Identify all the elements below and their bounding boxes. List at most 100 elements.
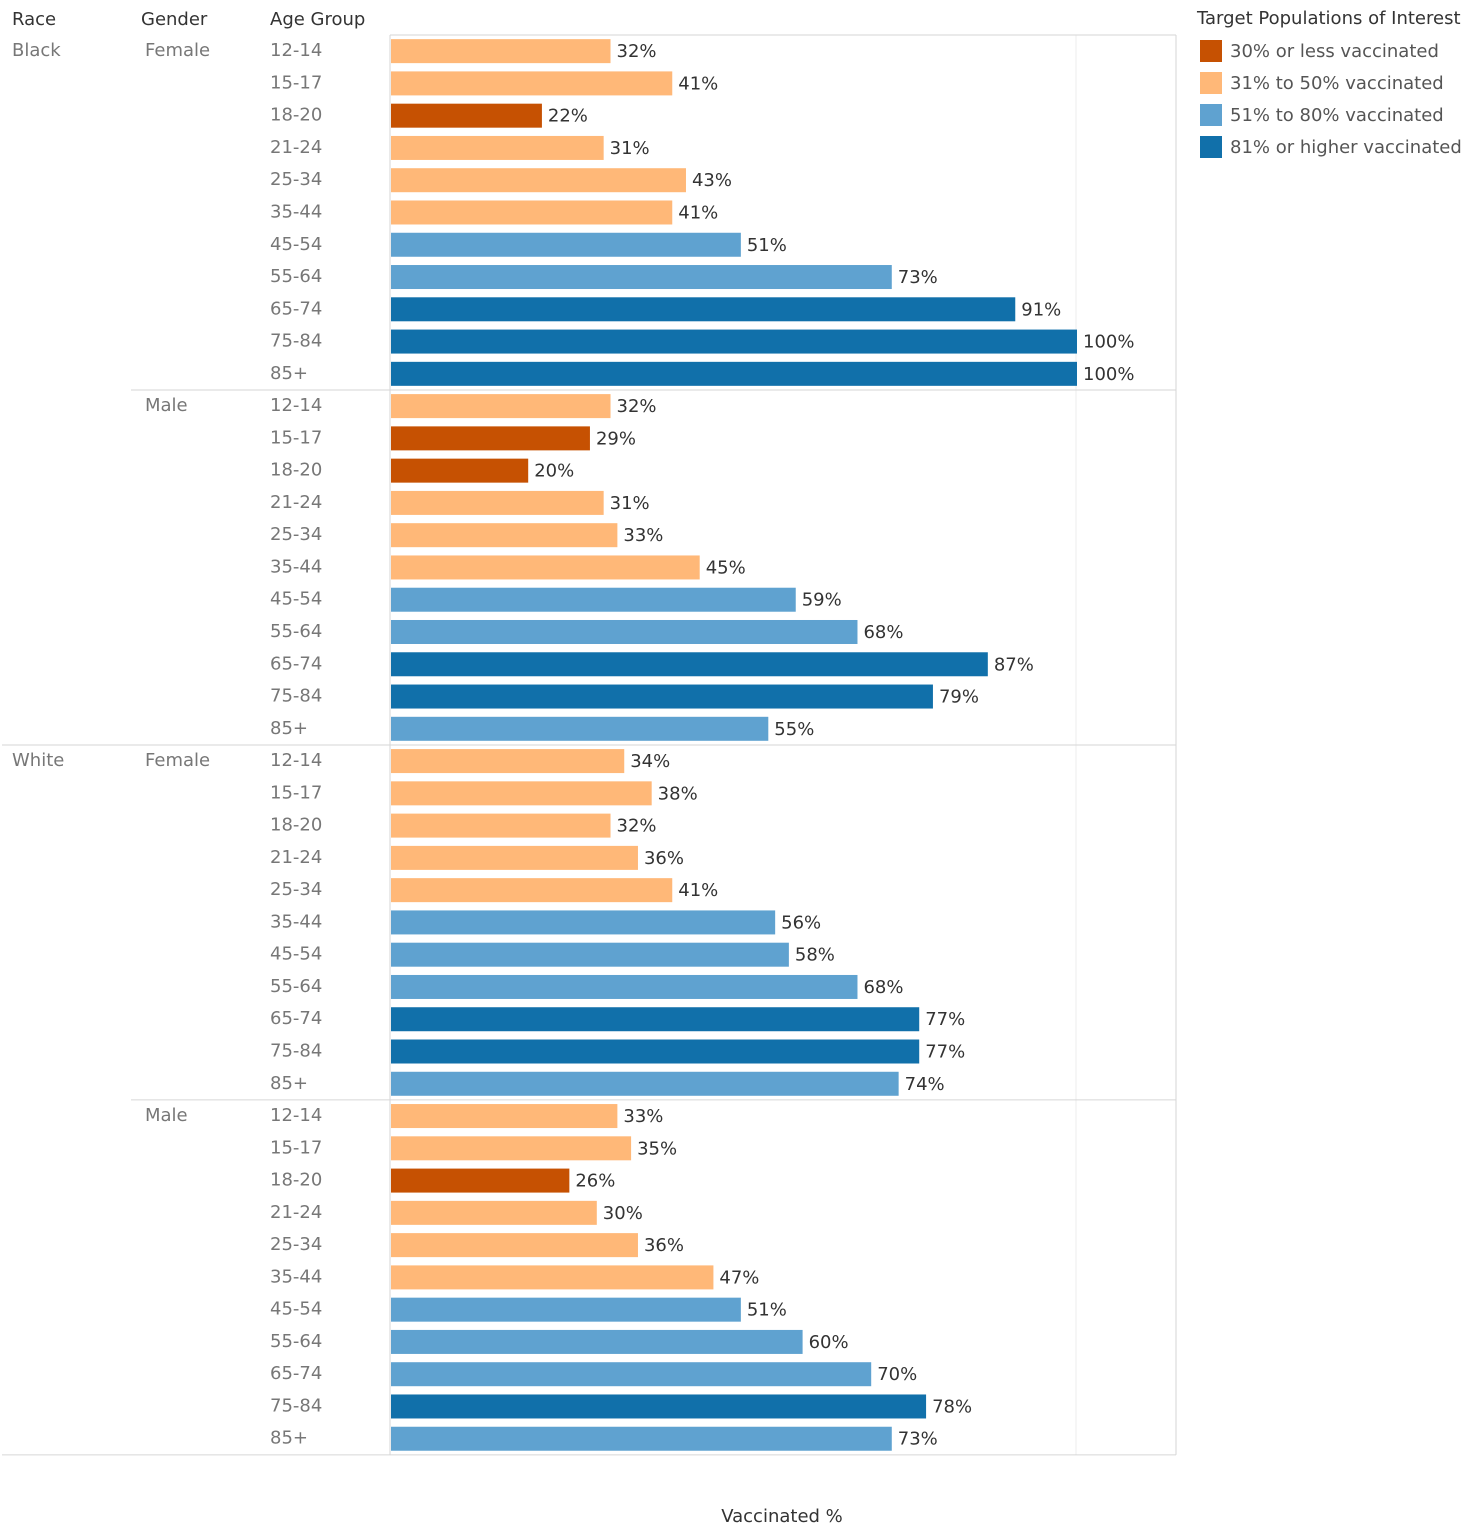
age-group-label: 25-34 — [270, 524, 322, 545]
age-group-header[interactable]: Age Group — [270, 9, 366, 30]
bar[interactable] — [391, 1039, 920, 1064]
age-group-label: 55-64 — [270, 976, 322, 997]
legend-item-mid-high[interactable]: 51% to 80% vaccinated — [1197, 99, 1462, 131]
bar[interactable] — [391, 813, 611, 838]
age-group-label: 75-84 — [270, 331, 322, 352]
age-group-label: 65-74 — [270, 1363, 322, 1384]
bar[interactable] — [391, 652, 988, 677]
age-group-label: 85+ — [270, 718, 308, 739]
bar[interactable] — [391, 878, 673, 903]
bar[interactable] — [391, 845, 638, 870]
bar[interactable] — [391, 135, 604, 160]
legend-title: Target Populations of Interest — [1197, 8, 1461, 29]
bar[interactable] — [391, 684, 933, 709]
data-label: 31% — [610, 138, 650, 159]
data-label: 36% — [644, 848, 684, 869]
age-group-label: 21-24 — [270, 137, 322, 158]
age-group-label: 45-54 — [270, 944, 322, 965]
age-group-label: 75-84 — [270, 1041, 322, 1062]
bar[interactable] — [391, 1297, 741, 1322]
bar[interactable] — [391, 1362, 872, 1387]
data-label: 32% — [617, 41, 657, 62]
age-group-label: 45-54 — [270, 234, 322, 255]
bar[interactable] — [391, 1265, 714, 1290]
bar[interactable] — [391, 39, 611, 64]
age-group-label: 21-24 — [270, 492, 322, 513]
legend-label-high: 81% or higher vaccinated — [1230, 136, 1462, 158]
data-label: 100% — [1083, 364, 1134, 385]
legend-swatch-mid-low — [1200, 72, 1222, 94]
age-group-label: 15-17 — [270, 1137, 322, 1158]
legend-item-mid-low[interactable]: 31% to 50% vaccinated — [1197, 67, 1462, 99]
bar[interactable] — [391, 716, 769, 741]
legend-item-high[interactable]: 81% or higher vaccinated — [1197, 131, 1462, 163]
bar[interactable] — [391, 1233, 638, 1258]
bar[interactable] — [391, 232, 741, 257]
gender-header[interactable]: Gender — [141, 9, 208, 30]
bar[interactable] — [391, 329, 1077, 354]
age-group-label: 55-64 — [270, 1331, 322, 1352]
bar[interactable] — [391, 1007, 920, 1032]
age-group-label: 85+ — [270, 1073, 308, 1094]
race-header[interactable]: Race — [12, 9, 57, 30]
age-group-label: 65-74 — [270, 653, 322, 674]
age-group-label: 35-44 — [270, 1266, 322, 1287]
data-label: 68% — [863, 977, 903, 998]
legend-item-low[interactable]: 30% or less vaccinated — [1197, 35, 1462, 67]
age-group-label: 15-17 — [270, 72, 322, 93]
data-label: 34% — [630, 751, 670, 772]
race-label: Black — [12, 40, 61, 61]
data-label: 22% — [548, 106, 588, 127]
age-group-label: 18-20 — [270, 815, 322, 836]
age-group-label: 75-84 — [270, 686, 322, 707]
bar[interactable] — [391, 1104, 618, 1129]
bar[interactable] — [391, 426, 590, 451]
bar[interactable] — [391, 168, 686, 193]
bar[interactable] — [391, 1426, 892, 1451]
data-label: 43% — [692, 170, 732, 191]
age-group-label: 25-34 — [270, 1234, 322, 1255]
bar[interactable] — [391, 749, 625, 774]
bar[interactable] — [391, 490, 604, 515]
bar[interactable] — [391, 974, 858, 999]
bar[interactable] — [391, 71, 673, 96]
bar[interactable] — [391, 1136, 632, 1161]
data-label: 41% — [678, 880, 718, 901]
bar[interactable] — [391, 1168, 570, 1193]
bar[interactable] — [391, 265, 892, 290]
age-group-label: 35-44 — [270, 201, 322, 222]
bar[interactable] — [391, 1329, 803, 1354]
bar[interactable] — [391, 910, 776, 935]
data-label: 30% — [603, 1203, 643, 1224]
bar[interactable] — [391, 523, 618, 548]
gender-label: Female — [145, 750, 210, 771]
bar[interactable] — [391, 587, 796, 612]
legend-label-mid-low: 31% to 50% vaccinated — [1230, 72, 1444, 94]
data-label: 55% — [774, 719, 814, 740]
data-label: 100% — [1083, 332, 1134, 353]
bar[interactable] — [391, 394, 611, 419]
data-label: 20% — [534, 461, 574, 482]
bar[interactable] — [391, 1071, 899, 1096]
bar[interactable] — [391, 781, 652, 806]
gender-label: Male — [145, 395, 188, 416]
bar[interactable] — [391, 942, 789, 967]
age-group-label: 25-34 — [270, 879, 322, 900]
data-label: 26% — [575, 1171, 615, 1192]
data-label: 78% — [932, 1396, 972, 1417]
bar[interactable] — [391, 1200, 597, 1225]
data-label: 77% — [925, 1009, 965, 1030]
bar[interactable] — [391, 361, 1077, 386]
bar[interactable] — [391, 103, 542, 128]
data-label: 33% — [623, 1106, 663, 1127]
bar[interactable] — [391, 458, 529, 483]
data-label: 51% — [747, 235, 787, 256]
bar[interactable] — [391, 555, 700, 580]
bar[interactable] — [391, 1394, 927, 1419]
age-group-label: 55-64 — [270, 266, 322, 287]
data-label: 87% — [994, 654, 1034, 675]
bar[interactable] — [391, 200, 673, 225]
bar[interactable] — [391, 619, 858, 644]
race-label: White — [12, 750, 64, 771]
bar[interactable] — [391, 297, 1016, 322]
